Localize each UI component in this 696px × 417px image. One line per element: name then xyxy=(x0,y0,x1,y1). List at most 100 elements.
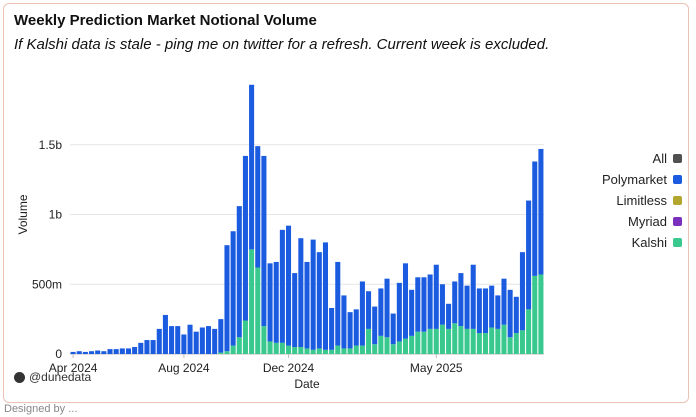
bar-kalshi xyxy=(390,344,396,354)
bar-kalshi xyxy=(286,345,292,354)
bar-kalshi xyxy=(507,337,513,354)
bar-polymarket xyxy=(341,295,347,349)
bar-kalshi xyxy=(279,342,285,354)
bar-kalshi xyxy=(439,324,445,354)
bar-kalshi xyxy=(304,348,310,354)
bar-polymarket xyxy=(119,348,125,354)
bar-polymarket xyxy=(261,155,267,327)
bar-polymarket xyxy=(138,342,144,354)
bar-kalshi xyxy=(532,275,538,354)
bar-polymarket xyxy=(359,281,365,346)
bar-kalshi xyxy=(464,328,470,354)
bar-kalshi xyxy=(458,326,464,354)
bar-kalshi xyxy=(230,345,236,354)
bar-polymarket xyxy=(347,312,353,349)
bar-kalshi xyxy=(359,345,365,354)
legend-item-myriad[interactable]: Myriad xyxy=(602,211,682,232)
bar-kalshi xyxy=(402,338,409,354)
bar-kalshi xyxy=(335,345,341,354)
bar-kalshi xyxy=(452,323,458,354)
bar-polymarket xyxy=(489,285,495,328)
bar-polymarket xyxy=(304,261,310,349)
bar-polymarket xyxy=(162,314,168,354)
bar-kalshi xyxy=(236,337,242,354)
bar-polymarket xyxy=(76,351,82,354)
bar-polymarket xyxy=(193,331,199,354)
bar-polymarket xyxy=(286,225,292,346)
brand-watermark[interactable]: @dunedata xyxy=(14,370,91,384)
bar-polymarket xyxy=(150,340,156,354)
bar-kalshi xyxy=(292,347,298,354)
bar-polymarket xyxy=(144,340,150,354)
bar-kalshi xyxy=(329,349,335,354)
bar-polymarket xyxy=(224,245,230,352)
bar-kalshi xyxy=(384,337,390,354)
bar-kalshi xyxy=(470,328,476,354)
bar-kalshi xyxy=(396,341,402,354)
legend-swatch xyxy=(673,175,682,184)
bar-kalshi xyxy=(501,324,507,354)
legend-item-all[interactable]: All xyxy=(602,148,682,169)
bar-polymarket xyxy=(82,351,88,354)
bar-kalshi xyxy=(341,348,347,354)
bar-polymarket xyxy=(372,306,378,345)
y-tick-label: 1.5b xyxy=(39,138,63,152)
bar-kalshi xyxy=(378,335,384,354)
bar-polymarket xyxy=(353,309,359,346)
legend-item-polymarket[interactable]: Polymarket xyxy=(602,169,682,190)
legend-swatch xyxy=(673,196,682,205)
bar-kalshi xyxy=(322,349,328,354)
bar-polymarket xyxy=(279,229,285,343)
bar-polymarket xyxy=(421,277,427,332)
bar-polymarket xyxy=(446,303,452,329)
bar-polymarket xyxy=(107,349,113,354)
bar-kalshi xyxy=(353,345,359,354)
bar-polymarket xyxy=(89,351,95,354)
bar-polymarket xyxy=(199,327,205,354)
bar-polymarket xyxy=(501,278,507,325)
bar-kalshi xyxy=(446,328,452,354)
bar-polymarket xyxy=(464,285,470,329)
bar-kalshi xyxy=(519,330,525,354)
bar-polymarket xyxy=(378,288,384,336)
bar-polymarket xyxy=(249,84,255,250)
bar-polymarket xyxy=(329,307,335,350)
bar-polymarket xyxy=(267,263,273,342)
legend: All Polymarket Limitless Myriad Kalshi xyxy=(602,148,682,253)
legend-label: Myriad xyxy=(627,214,667,229)
x-axis-title: Date xyxy=(294,377,320,391)
y-tick-label: 500m xyxy=(32,277,62,291)
y-axis-title: Volume xyxy=(16,194,30,234)
bar-kalshi xyxy=(427,328,433,354)
bar-polymarket xyxy=(384,278,390,338)
bar-polymarket xyxy=(95,350,101,354)
bar-polymarket xyxy=(181,334,187,354)
bar-polymarket xyxy=(101,351,107,354)
bar-kalshi xyxy=(261,326,267,354)
bar-polymarket xyxy=(132,347,138,354)
legend-item-kalshi[interactable]: Kalshi xyxy=(602,232,682,253)
bar-polymarket xyxy=(255,146,261,268)
bar-polymarket xyxy=(470,264,476,329)
bar-polymarket xyxy=(476,288,482,334)
bar-kalshi xyxy=(409,335,415,354)
bar-polymarket xyxy=(409,289,415,336)
y-tick-label: 1b xyxy=(49,208,63,222)
legend-label: Limitless xyxy=(616,193,667,208)
bar-polymarket xyxy=(427,274,433,329)
bar-kalshi xyxy=(372,344,378,354)
bar-kalshi xyxy=(415,331,421,354)
bar-kalshi xyxy=(267,341,273,354)
brand-label: @dunedata xyxy=(29,370,92,384)
bar-polymarket xyxy=(125,348,132,354)
bar-polymarket xyxy=(310,239,316,350)
bar-polymarket xyxy=(513,296,519,334)
bar-kalshi xyxy=(224,351,230,354)
x-tick-label: Apr 2024 xyxy=(49,361,98,375)
bar-polymarket xyxy=(415,277,421,332)
bar-polymarket xyxy=(396,282,402,342)
bar-polymarket xyxy=(335,261,341,346)
bar-polymarket xyxy=(322,242,328,350)
legend-item-limitless[interactable]: Limitless xyxy=(602,190,682,211)
